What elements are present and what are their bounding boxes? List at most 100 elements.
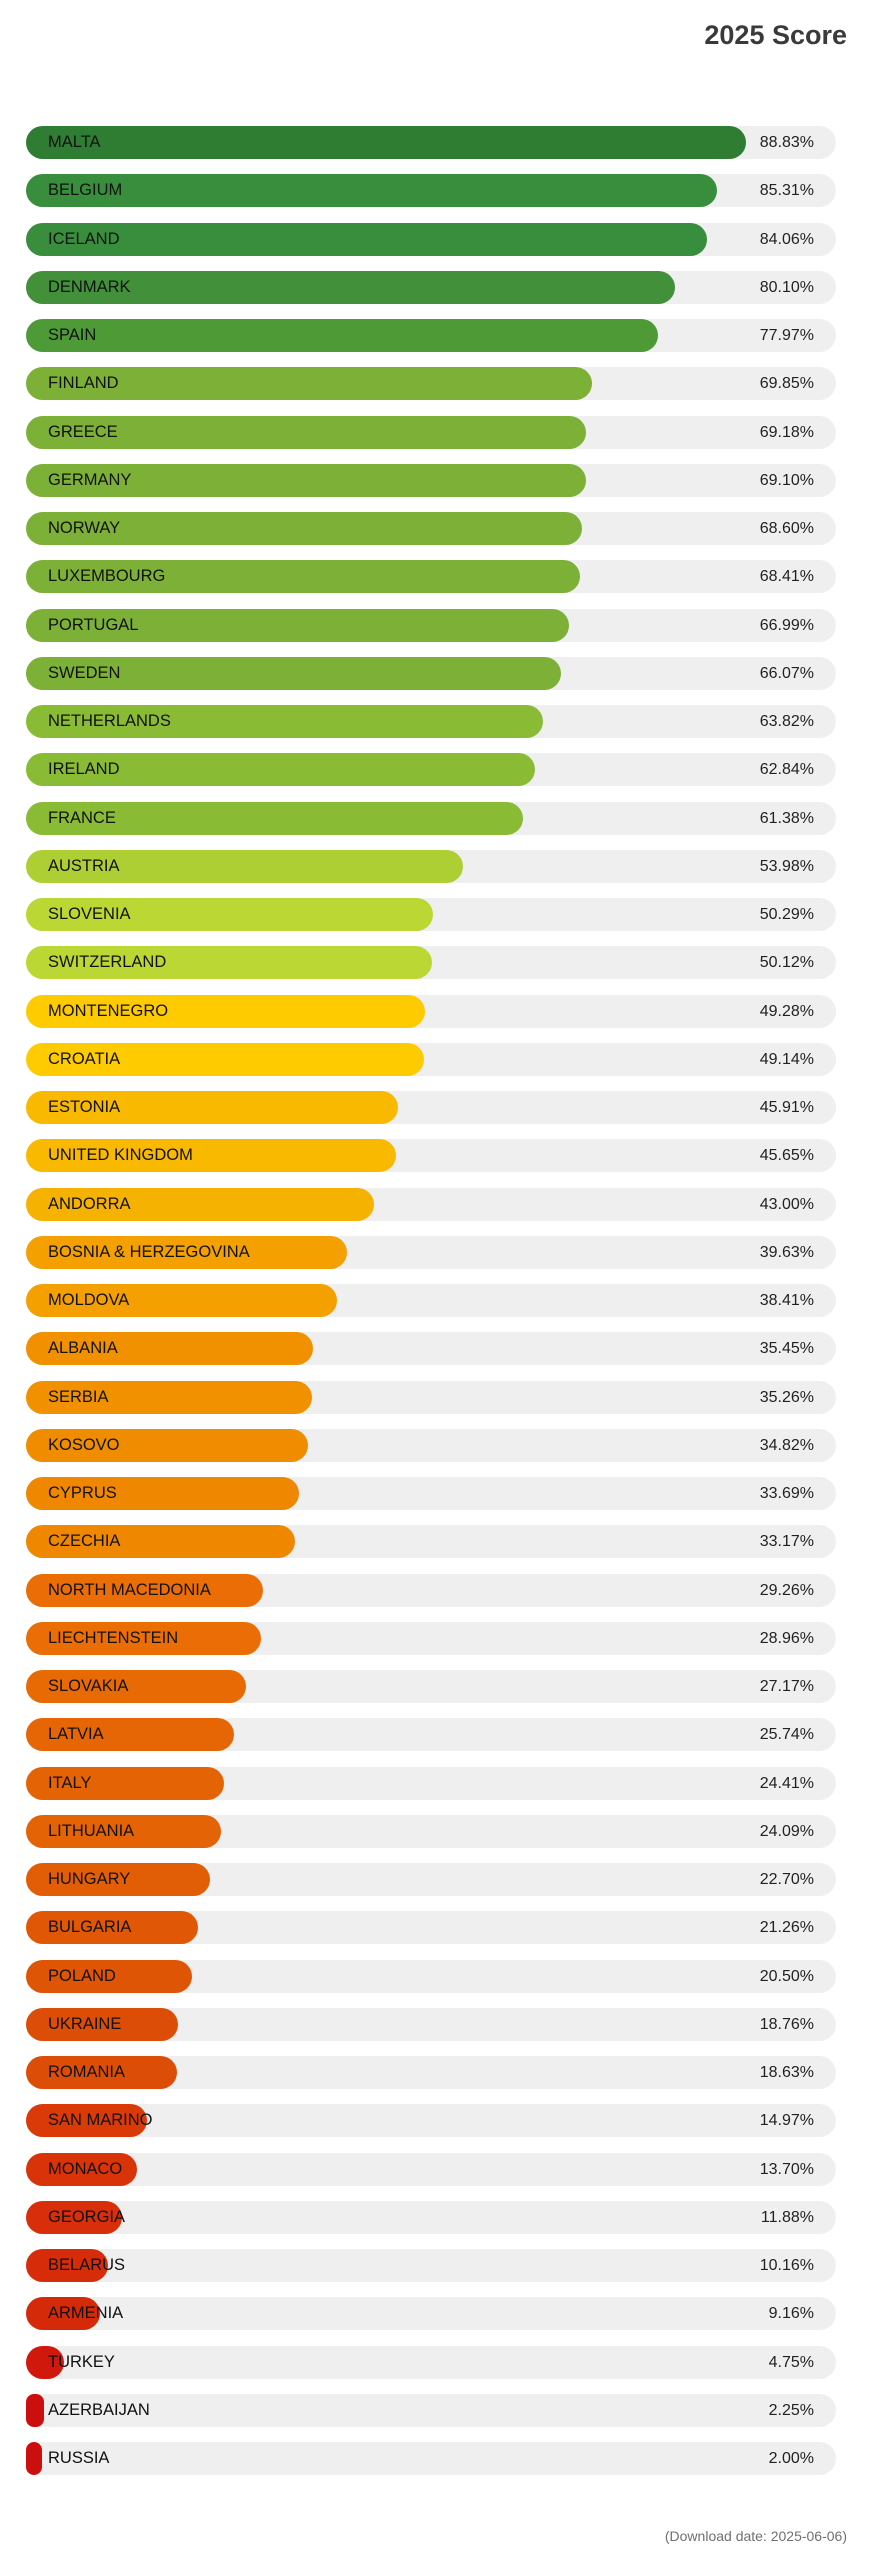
bar xyxy=(26,994,426,1028)
bar xyxy=(26,1959,193,1993)
bar xyxy=(26,560,581,594)
bar xyxy=(26,2442,43,2475)
category-label: UNITED KINGDOM xyxy=(48,1146,193,1165)
value-label: 35.45% xyxy=(759,1340,814,1358)
bar xyxy=(26,849,464,883)
value-label: 69.10% xyxy=(759,471,814,489)
bar xyxy=(26,1332,314,1366)
bar xyxy=(26,2200,123,2234)
bar xyxy=(26,1091,398,1124)
category-label: MALTA xyxy=(48,133,101,151)
bar xyxy=(26,319,658,352)
chart-row: LUXEMBOURG 68.41% xyxy=(26,560,836,594)
value-label: 27.17% xyxy=(759,1678,814,1695)
bar xyxy=(26,126,746,159)
value-label: 39.63% xyxy=(759,1243,814,1261)
value-label: 13.70% xyxy=(759,2160,814,2178)
chart-row: LATVIA 25.74% xyxy=(26,1718,836,1752)
bar xyxy=(26,1670,247,1703)
bar-track xyxy=(26,2249,836,2282)
bar xyxy=(26,946,432,980)
category-label: HUNGARY xyxy=(48,1870,131,1888)
bar xyxy=(26,1911,199,1945)
bar xyxy=(26,1187,375,1221)
bar xyxy=(26,2249,109,2282)
chart-row: SAN MARINO 14.97% xyxy=(26,2104,836,2138)
bar xyxy=(26,1814,222,1848)
bar xyxy=(26,463,586,497)
value-label: 68.60% xyxy=(759,520,814,537)
bar xyxy=(26,174,717,208)
chart-row: IRELAND 62.84% xyxy=(26,753,836,787)
category-label: ROMANIA xyxy=(48,2063,126,2081)
value-label: 84.06% xyxy=(759,230,814,248)
value-label: 2.25% xyxy=(768,2401,814,2419)
value-label: 33.17% xyxy=(759,1533,814,1551)
category-label: GERMANY xyxy=(48,470,132,489)
bar xyxy=(26,898,434,931)
value-label: 35.26% xyxy=(759,1388,814,1406)
value-label: 66.07% xyxy=(759,664,814,682)
category-label: BULGARIA xyxy=(48,1918,132,1937)
chart-row: HUNGARY 22.70% xyxy=(26,1863,836,1896)
value-label: 43.00% xyxy=(759,1195,814,1213)
chart-row: MONACO 13.70% xyxy=(26,2152,836,2186)
value-label: 24.09% xyxy=(759,1822,814,1840)
chart-row: CYPRUS 33.69% xyxy=(26,1477,836,1510)
chart-row: GEORGIA 11.88% xyxy=(26,2200,836,2234)
bar xyxy=(26,1525,295,1559)
category-label: LUXEMBOURG xyxy=(48,567,166,586)
chart-row: FRANCE 61.38% xyxy=(26,801,836,835)
value-label: 45.65% xyxy=(759,1147,814,1165)
value-label: 53.98% xyxy=(759,857,814,875)
chart-row: SWITZERLAND 50.12% xyxy=(26,946,836,980)
bar-track xyxy=(26,2104,836,2138)
category-label: ARMENIA xyxy=(48,2304,124,2323)
value-label: 4.75% xyxy=(768,2353,814,2371)
value-label: 61.38% xyxy=(759,809,814,827)
bar xyxy=(26,1139,396,1173)
category-label: ESTONIA xyxy=(48,1098,121,1116)
chart-row: ICELAND 84.06% xyxy=(26,222,836,256)
value-label: 63.82% xyxy=(759,713,814,730)
chart-row: UNITED KINGDOM 45.65% xyxy=(26,1139,836,1173)
bar-track xyxy=(26,2152,836,2186)
category-label: LIECHTENSTEIN xyxy=(48,1628,179,1647)
category-label: NETHERLANDS xyxy=(48,712,171,730)
value-label: 22.70% xyxy=(759,1871,814,1888)
bar xyxy=(26,705,543,738)
bar-track xyxy=(26,2345,836,2379)
category-label: BELARUS xyxy=(48,2256,126,2274)
value-label: 21.26% xyxy=(759,1919,814,1937)
category-label: BOSNIA & HERZEGOVINA xyxy=(48,1242,250,1261)
category-label: AZERBAIJAN xyxy=(48,2400,150,2419)
bar xyxy=(26,512,582,545)
bar xyxy=(26,2007,178,2041)
category-label: CYPRUS xyxy=(48,1484,117,1502)
chart-row: BOSNIA & HERZEGOVINA 39.63% xyxy=(26,1235,836,1269)
chart-row: GREECE 69.18% xyxy=(26,415,836,449)
category-label: ITALY xyxy=(48,1773,92,1792)
bar xyxy=(26,1766,224,1800)
value-label: 50.29% xyxy=(759,906,814,923)
category-label: AUSTRIA xyxy=(48,856,120,875)
chart-title: 2025 Score xyxy=(704,20,847,50)
category-label: MONACO xyxy=(48,2159,123,2178)
category-label: FRANCE xyxy=(48,808,116,827)
category-label: POLAND xyxy=(48,1966,116,1985)
chart-row: SLOVENIA 50.29% xyxy=(26,898,836,931)
value-label: 24.41% xyxy=(759,1774,814,1792)
bar xyxy=(26,1573,263,1607)
category-label: GREECE xyxy=(48,422,118,441)
download-date-note: (Download date: 2025-06-06) xyxy=(664,2528,847,2544)
value-label: 18.63% xyxy=(759,2064,814,2081)
value-label: 20.50% xyxy=(759,1967,814,1985)
value-label: 29.26% xyxy=(759,1581,814,1599)
category-label: ANDORRA xyxy=(48,1194,131,1213)
value-label: 28.96% xyxy=(759,1629,814,1647)
bar xyxy=(26,415,587,449)
bar xyxy=(26,222,707,256)
category-label: GEORGIA xyxy=(48,2207,126,2226)
value-label: 18.76% xyxy=(759,2015,814,2033)
bar xyxy=(26,1863,210,1896)
